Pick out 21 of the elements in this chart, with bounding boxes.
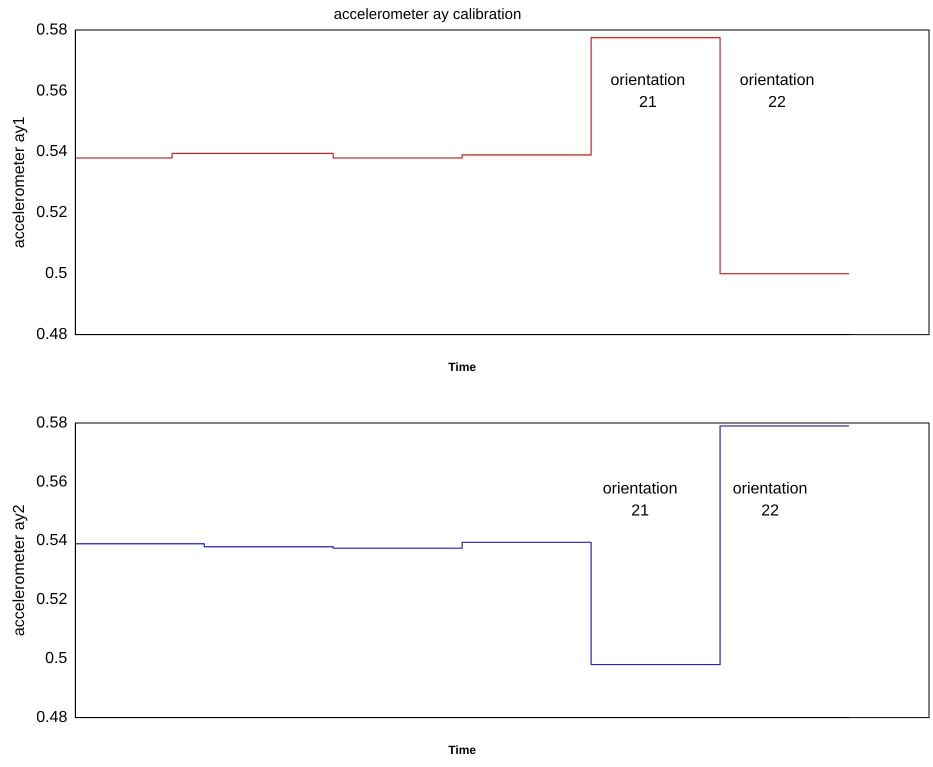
y-tick-label: 0.58	[36, 414, 68, 432]
x-axis-title: Time	[448, 743, 476, 758]
y-tick-label: 0.58	[36, 21, 68, 38]
annotation: orientation 21	[610, 72, 686, 111]
y-tick-label: 0.52	[36, 204, 68, 222]
y-axis-title: accelerometer ay2	[11, 504, 28, 636]
y-tick-label: 0.48	[36, 709, 68, 726]
y-tick-label: 0.5	[45, 265, 68, 282]
annotation: orientation 22	[740, 72, 814, 111]
y-tick-label: 0.54	[36, 532, 68, 550]
y-tick-label: 0.52	[36, 591, 68, 608]
x-axis-title: Time	[448, 360, 476, 374]
annotation: orientation 22	[732, 480, 808, 520]
chart-title: accelerometer ay calibration	[334, 6, 522, 24]
y-tick-label: 0.56	[36, 473, 68, 490]
y-axis-title: accelerometer ay1	[11, 116, 28, 248]
y-tick-label: 0.54	[36, 143, 68, 160]
annotation: orientation 21	[602, 480, 678, 520]
y-tick-label: 0.5	[45, 650, 68, 668]
y-tick-label: 0.56	[36, 82, 68, 100]
y-tick-label: 0.48	[36, 326, 68, 344]
